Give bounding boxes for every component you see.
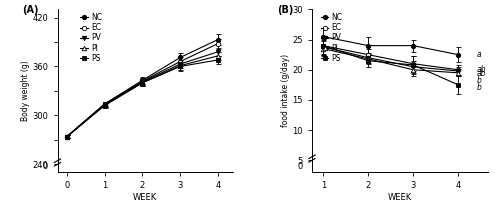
X-axis label: WEEK: WEEK [388,193,412,202]
Text: ab: ab [477,65,486,74]
Text: ab: ab [477,69,486,78]
Text: b: b [477,83,482,92]
Text: a: a [477,50,482,59]
Text: 0: 0 [42,162,48,171]
Legend: NC, EC, PV, PI, PS: NC, EC, PV, PI, PS [320,11,344,64]
Text: (B): (B) [277,5,293,14]
Text: (A): (A) [22,5,39,14]
Legend: NC, EC, PV, PI, PS: NC, EC, PV, PI, PS [79,11,104,64]
Text: 0: 0 [297,162,302,171]
Y-axis label: food intake (g/day): food intake (g/day) [280,54,289,127]
Y-axis label: Body weight (g): Body weight (g) [20,61,30,121]
Text: b: b [477,76,482,85]
X-axis label: WEEK: WEEK [133,193,158,202]
